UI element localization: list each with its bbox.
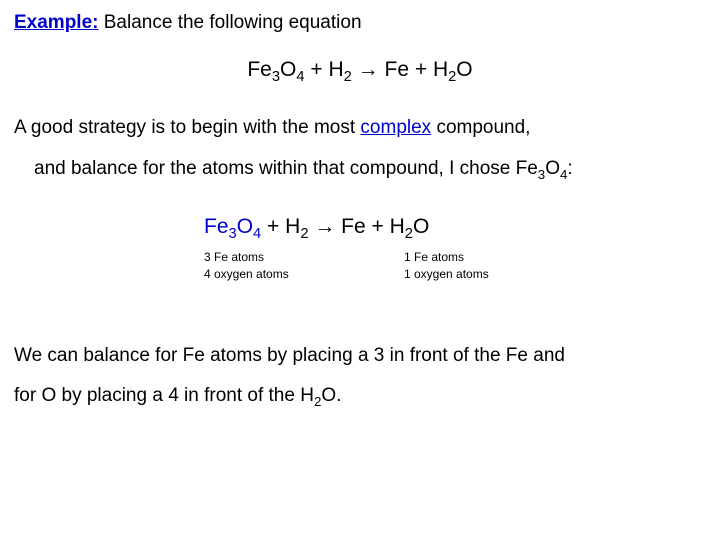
conc2-a: for O by placing a 4 in front of the H (14, 385, 314, 406)
conc2-b: O. (321, 385, 341, 406)
example-line: Example: Balance the following equation (14, 10, 706, 37)
eq1-o: O (280, 58, 296, 81)
eq1-arrow-fe-h: → Fe + H (352, 58, 448, 81)
complex-word: complex (360, 117, 431, 138)
annot-r2: 1 oxygen atoms (404, 266, 604, 283)
strat1-a: A good strategy is to begin with the mos… (14, 117, 360, 138)
annot-l1: 3 Fe atoms (204, 249, 404, 266)
eq2-arrow-fe-h: → Fe + H (308, 215, 404, 238)
eq2-sub4: 4 (253, 227, 261, 243)
conclusion-line-2: for O by placing a 4 in front of the H2O… (14, 383, 706, 411)
eq1-plus-h: + H (305, 58, 344, 81)
eq2-end-o: O (413, 215, 429, 238)
annotation-row: 3 Fe atoms 4 oxygen atoms 1 Fe atoms 1 o… (14, 249, 706, 283)
strat1-b: compound, (431, 117, 530, 138)
strat2-colon: : (567, 158, 572, 179)
eq1-sub2a: 2 (344, 69, 352, 85)
eq1-fe: Fe (247, 58, 272, 81)
strategy-line-2: and balance for the atoms within that co… (34, 156, 706, 184)
conclusion-line-1: We can balance for Fe atoms by placing a… (14, 343, 706, 370)
eq1-end-o: O (456, 58, 472, 81)
eq2-sub3: 3 (229, 227, 237, 243)
eq2-o: O (237, 215, 253, 238)
example-text: Balance the following equation (98, 12, 361, 33)
eq1-sub3: 3 (272, 69, 280, 85)
eq1-sub4: 4 (296, 69, 304, 85)
annotation-right: 1 Fe atoms 1 oxygen atoms (404, 249, 604, 283)
strategy-line-1: A good strategy is to begin with the mos… (14, 115, 706, 142)
example-label: Example: (14, 12, 98, 33)
strat2-a: and balance for the atoms within that co… (34, 158, 538, 179)
strat2-mid: O (545, 158, 560, 179)
eq2-sub2b: 2 (405, 227, 413, 243)
annotation-left: 3 Fe atoms 4 oxygen atoms (204, 249, 404, 283)
conc1: We can balance for Fe atoms by placing a… (14, 345, 565, 366)
eq2-plus-h: + H (261, 215, 300, 238)
annot-r1: 1 Fe atoms (404, 249, 604, 266)
eq2-fe: Fe (204, 215, 229, 238)
annot-l2: 4 oxygen atoms (204, 266, 404, 283)
equation-1: Fe3O4 + H2 → Fe + H2O (14, 55, 706, 88)
equation-2: Fe3O4 + H2 → Fe + H2O (14, 212, 706, 245)
